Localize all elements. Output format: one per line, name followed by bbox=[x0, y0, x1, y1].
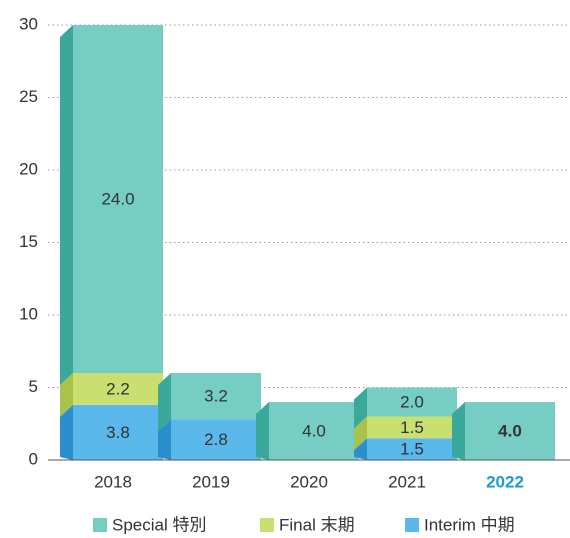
x-tick-label: 2021 bbox=[388, 472, 426, 491]
value-label: 2.2 bbox=[106, 379, 130, 398]
y-tick-label: 25 bbox=[19, 87, 38, 106]
bar-front bbox=[171, 419, 261, 460]
y-tick-label: 15 bbox=[19, 232, 38, 251]
x-tick-label: 2018 bbox=[94, 472, 132, 491]
value-label: 4.0 bbox=[302, 421, 326, 440]
bar-front bbox=[73, 25, 163, 373]
bar bbox=[354, 416, 457, 451]
bar-front bbox=[367, 438, 457, 460]
y-tick-label: 30 bbox=[19, 14, 38, 33]
bar-side bbox=[354, 416, 367, 451]
bar-side bbox=[452, 402, 465, 460]
bar-front bbox=[73, 404, 163, 460]
bar-front bbox=[367, 416, 457, 439]
value-label: 3.2 bbox=[204, 387, 228, 406]
bar-front bbox=[367, 387, 457, 417]
value-label: 1.5 bbox=[400, 440, 424, 459]
value-label: 2.0 bbox=[400, 392, 424, 411]
bar bbox=[60, 373, 163, 417]
bar-side bbox=[60, 373, 73, 417]
value-label: 3.8 bbox=[106, 423, 130, 442]
bar-front bbox=[269, 402, 359, 460]
bar-side bbox=[256, 402, 269, 460]
x-tick-label: 2019 bbox=[192, 472, 230, 491]
legend-swatch bbox=[405, 518, 419, 532]
bar bbox=[256, 402, 359, 460]
y-tick-label: 10 bbox=[19, 304, 38, 323]
y-tick-label: 5 bbox=[29, 377, 38, 396]
x-tick-label: 2022 bbox=[486, 472, 524, 491]
value-label: 24.0 bbox=[101, 189, 134, 208]
x-tick-label: 2020 bbox=[290, 472, 328, 491]
y-tick-label: 20 bbox=[19, 159, 38, 178]
legend-swatch bbox=[260, 518, 274, 532]
bar bbox=[158, 419, 261, 460]
bar-front bbox=[465, 402, 555, 460]
value-label: 1.5 bbox=[400, 418, 424, 437]
bar bbox=[354, 438, 457, 460]
value-label: 2.8 bbox=[204, 430, 228, 449]
value-label: 4.0 bbox=[498, 421, 522, 440]
y-tick-label: 0 bbox=[29, 449, 38, 468]
bar bbox=[60, 25, 163, 385]
legend-label: Special 特別 bbox=[112, 515, 206, 534]
bar-side bbox=[60, 404, 73, 460]
bar-side bbox=[354, 387, 367, 429]
bar-side bbox=[158, 419, 171, 460]
bar-front bbox=[73, 373, 163, 405]
legend-swatch bbox=[93, 518, 107, 532]
bar-side bbox=[60, 25, 73, 385]
legend-label: Interim 中期 bbox=[424, 515, 515, 534]
bar-side bbox=[354, 438, 367, 460]
bar bbox=[452, 402, 555, 460]
bar-side bbox=[158, 373, 171, 432]
bar bbox=[60, 404, 163, 460]
bar bbox=[158, 373, 261, 432]
bar-front bbox=[171, 373, 261, 420]
bar bbox=[354, 387, 457, 429]
legend-label: Final 末期 bbox=[279, 515, 355, 534]
